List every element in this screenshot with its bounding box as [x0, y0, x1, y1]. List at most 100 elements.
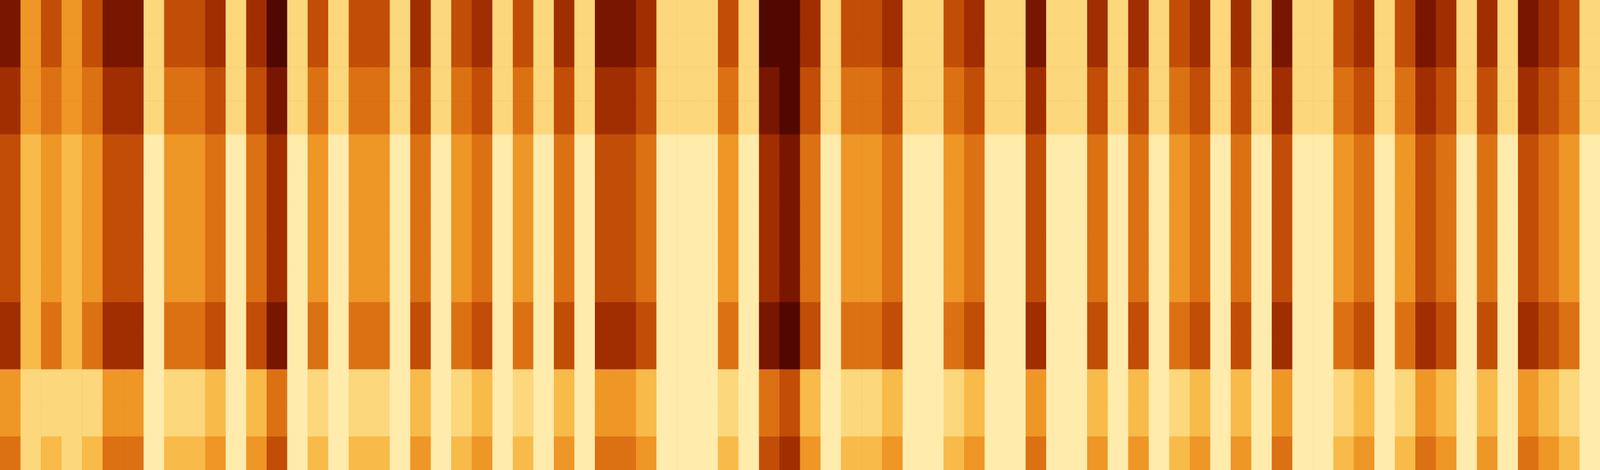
heatmap-cell	[143, 67, 165, 102]
heatmap-cell	[307, 369, 329, 404]
heatmap-cell	[656, 402, 678, 437]
heatmap-cell	[574, 436, 595, 470]
heatmap-cell	[697, 67, 719, 102]
heatmap-cell	[184, 436, 206, 470]
heatmap-cell	[1210, 167, 1232, 202]
heatmap-cell	[1107, 33, 1129, 68]
heatmap-cell	[841, 268, 862, 303]
heatmap-cell	[1046, 436, 1067, 470]
heatmap-cell	[1353, 436, 1375, 470]
heatmap-cell	[122, 302, 144, 337]
heatmap-cell	[594, 268, 616, 303]
heatmap-cell	[471, 67, 493, 102]
heatmap-cell	[1148, 0, 1170, 35]
heatmap-cell	[1579, 235, 1600, 270]
heatmap-cell	[1312, 100, 1334, 135]
heatmap-cell	[430, 100, 452, 135]
heatmap-cell	[1107, 0, 1129, 35]
heatmap-cell	[369, 335, 391, 370]
heatmap-cell	[882, 402, 903, 437]
heatmap-cell	[1394, 335, 1416, 370]
heatmap-cell	[389, 268, 411, 303]
heatmap-cell	[1230, 167, 1252, 202]
heatmap-cell	[1189, 302, 1211, 337]
heatmap-cell	[984, 167, 1006, 202]
heatmap-cell	[1107, 235, 1129, 270]
heatmap-cell	[1559, 268, 1580, 303]
heatmap-cell	[266, 201, 288, 236]
heatmap-cell	[430, 235, 452, 270]
heatmap-cell	[697, 235, 719, 270]
heatmap-cell	[102, 0, 124, 35]
heatmap-cell	[1538, 167, 1560, 202]
heatmap-cell	[1210, 268, 1232, 303]
heatmap-cell	[635, 134, 657, 169]
heatmap-cell	[1087, 167, 1108, 202]
heatmap-cell	[1436, 100, 1457, 135]
heatmap-cell	[943, 0, 965, 35]
heatmap-cell	[964, 201, 985, 236]
heatmap-cell	[1210, 201, 1232, 236]
heatmap-cell	[1353, 167, 1375, 202]
heatmap-cell	[574, 268, 595, 303]
heatmap-cell	[471, 134, 493, 169]
heatmap-cell	[1579, 100, 1600, 135]
heatmap-cell	[1169, 369, 1190, 404]
heatmap-cell	[1333, 201, 1355, 236]
heatmap-cell	[1087, 134, 1108, 169]
heatmap-cell	[430, 335, 452, 370]
heatmap-cell	[1005, 436, 1026, 470]
heatmap-cell	[841, 100, 862, 135]
heatmap-cell	[1415, 100, 1437, 135]
heatmap-cell	[184, 33, 206, 68]
heatmap-cell	[841, 302, 862, 337]
heatmap-cell	[369, 402, 391, 437]
heatmap-cell	[471, 33, 493, 68]
heatmap-cell	[1477, 134, 1498, 169]
heatmap-cell	[225, 67, 247, 102]
heatmap-cell	[553, 167, 575, 202]
heatmap-cell	[1107, 369, 1129, 404]
heatmap-cell	[964, 67, 985, 102]
heatmap-cell	[348, 402, 370, 437]
heatmap-cell	[1559, 67, 1580, 102]
plot-area	[0, 0, 1600, 470]
heatmap-cell	[225, 268, 247, 303]
heatmap-cell	[1333, 268, 1355, 303]
heatmap-cell	[1271, 268, 1293, 303]
heatmap-cell	[820, 302, 842, 337]
heatmap-cell	[861, 134, 883, 169]
heatmap-cell	[430, 268, 452, 303]
heatmap-cell	[1230, 268, 1252, 303]
heatmap-cell	[61, 167, 83, 202]
heatmap-cell	[574, 134, 595, 169]
heatmap-cell	[882, 67, 903, 102]
heatmap-cell	[861, 33, 883, 68]
heatmap-cell	[841, 33, 862, 68]
heatmap-cell	[1518, 33, 1539, 68]
heatmap-cell	[882, 436, 903, 470]
heatmap-cell	[1046, 100, 1067, 135]
heatmap-cell	[697, 302, 719, 337]
heatmap-cell	[1230, 402, 1252, 437]
heatmap-cell	[902, 67, 924, 102]
heatmap-cell	[1559, 33, 1580, 68]
heatmap-cell	[1518, 235, 1539, 270]
heatmap-cell	[1230, 134, 1252, 169]
heatmap-cell	[1169, 302, 1190, 337]
heatmap-cell	[1066, 335, 1088, 370]
heatmap-cell	[964, 167, 985, 202]
heatmap-cell	[1415, 134, 1437, 169]
heatmap-cell	[451, 268, 472, 303]
heatmap-cell	[266, 235, 288, 270]
heatmap-cell	[1169, 201, 1190, 236]
heatmap-cell	[1292, 369, 1314, 404]
heatmap-cell	[410, 402, 431, 437]
heatmap-cell	[102, 369, 124, 404]
heatmap-cell	[0, 302, 21, 337]
heatmap-cell	[533, 335, 554, 370]
heatmap-cell	[1374, 100, 1396, 135]
heatmap-cell	[820, 67, 842, 102]
heatmap-cell	[717, 33, 739, 68]
heatmap-cell	[81, 302, 103, 337]
